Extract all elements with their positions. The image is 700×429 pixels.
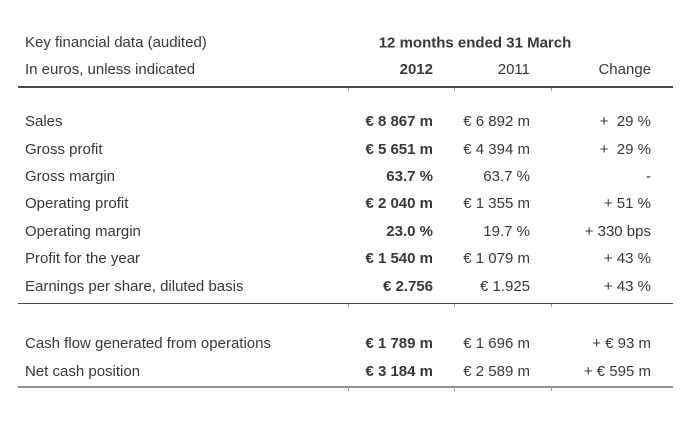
row-label: Earnings per share, diluted basis bbox=[25, 277, 244, 295]
column-header-2011: 2011 bbox=[497, 61, 530, 78]
column-tick bbox=[551, 387, 552, 391]
value-2012: € 1 789 m bbox=[365, 335, 433, 353]
column-tick bbox=[454, 304, 455, 308]
table-header-row-2: In euros, unless indicated 2012 2011 Cha… bbox=[18, 56, 673, 83]
table-row: Gross margin 63.7 % 63.7 % - bbox=[18, 163, 673, 190]
column-tick bbox=[551, 87, 552, 91]
value-change: + € 93 m bbox=[592, 335, 651, 353]
table-title: Key financial data (audited) bbox=[25, 34, 207, 51]
column-tick bbox=[454, 387, 455, 391]
table-row: Cash flow generated from operations € 1 … bbox=[18, 330, 673, 357]
value-change: + 330 bps bbox=[584, 222, 651, 240]
value-2011: 19.7 % bbox=[483, 222, 530, 240]
section-divider-line bbox=[18, 302, 673, 308]
value-2011: € 2 589 m bbox=[463, 362, 530, 380]
row-label: Cash flow generated from operations bbox=[25, 335, 271, 353]
row-label: Net cash position bbox=[25, 362, 141, 380]
row-label: Gross margin bbox=[25, 167, 116, 185]
value-2012: € 3 184 m bbox=[365, 362, 433, 380]
value-2012: € 5 651 m bbox=[365, 140, 433, 158]
column-tick bbox=[454, 87, 455, 91]
table-row: Net cash position € 3 184 m € 2 589 m + … bbox=[18, 358, 673, 385]
value-2012: € 2 040 m bbox=[365, 195, 433, 213]
table-row: Operating profit € 2 040 m € 1 355 m + 5… bbox=[18, 190, 673, 217]
value-2011: € 1 696 m bbox=[463, 335, 530, 353]
period-header: 12 months ended 31 March bbox=[378, 34, 572, 51]
row-label: Operating margin bbox=[25, 222, 141, 240]
value-change: - bbox=[646, 167, 651, 185]
value-2012: 63.7 % bbox=[386, 167, 433, 185]
column-header-2012: 2012 bbox=[399, 61, 433, 78]
header-divider-line bbox=[18, 86, 673, 91]
table-row: Gross profit € 5 651 m € 4 394 m + 29 % bbox=[18, 135, 673, 162]
value-change: + 29 % bbox=[599, 140, 651, 158]
table-row: Sales € 8 867 m € 6 892 m + 29 % bbox=[18, 108, 673, 135]
table-row: Earnings per share, diluted basis € 2.75… bbox=[18, 272, 673, 299]
value-2011: 63.7 % bbox=[483, 167, 530, 185]
table-row: Operating margin 23.0 % 19.7 % + 330 bps bbox=[18, 218, 673, 245]
value-2012: € 1 540 m bbox=[365, 250, 433, 268]
value-change: + 51 % bbox=[603, 195, 651, 213]
column-tick bbox=[348, 387, 349, 391]
value-2011: € 4 394 m bbox=[463, 140, 530, 158]
column-tick bbox=[348, 304, 349, 308]
value-change: + € 595 m bbox=[583, 362, 651, 380]
value-2011: € 6 892 m bbox=[463, 113, 530, 131]
table-header-row-1: Key financial data (audited) 12 months e… bbox=[18, 29, 673, 56]
column-tick bbox=[551, 304, 552, 308]
table-subtitle: In euros, unless indicated bbox=[25, 61, 196, 78]
value-2012: 23.0 % bbox=[386, 222, 433, 240]
value-change: + 43 % bbox=[603, 277, 651, 295]
column-tick bbox=[348, 87, 349, 91]
value-2011: € 1 079 m bbox=[463, 250, 530, 268]
column-header-change: Change bbox=[598, 61, 651, 78]
value-2011: € 1 355 m bbox=[463, 195, 530, 213]
row-label: Gross profit bbox=[25, 140, 103, 158]
row-label: Sales bbox=[25, 113, 63, 131]
row-label: Operating profit bbox=[25, 195, 129, 213]
value-2012: € 8 867 m bbox=[365, 113, 433, 131]
table-bottom-line bbox=[18, 385, 673, 391]
table-row: Profit for the year € 1 540 m € 1 079 m … bbox=[18, 245, 673, 272]
value-change: + 29 % bbox=[599, 113, 651, 131]
value-2011: € 1.925 bbox=[479, 277, 530, 295]
value-2012: € 2.756 bbox=[382, 277, 433, 295]
value-change: + 43 % bbox=[603, 250, 651, 268]
row-label: Profit for the year bbox=[25, 250, 141, 268]
